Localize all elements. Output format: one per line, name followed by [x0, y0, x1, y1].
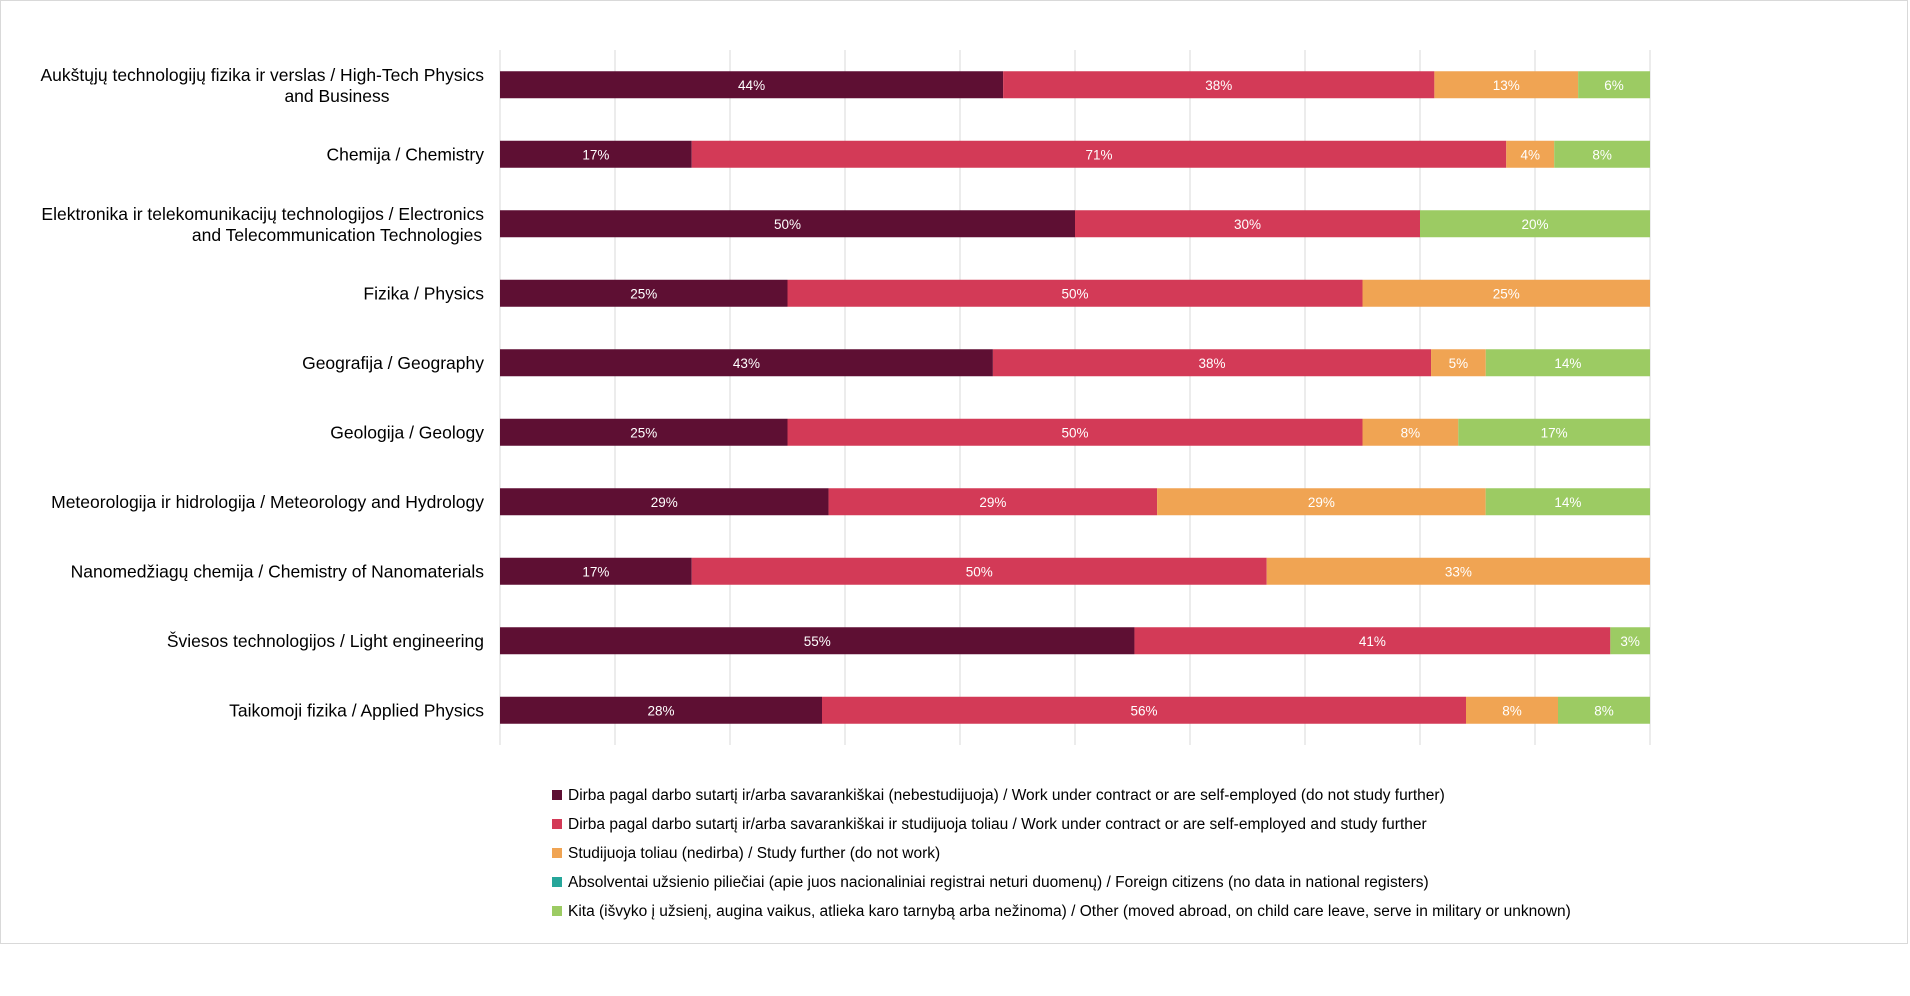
legend-label: Absolventai užsienio piliečiai (apie juo… — [568, 874, 1429, 891]
data-label: 20% — [1521, 217, 1548, 232]
category-label: Taikomoji fizika / Applied Physics — [229, 700, 484, 720]
bar-segment — [1420, 210, 1650, 238]
data-label: 17% — [582, 147, 609, 162]
data-label: 17% — [1541, 425, 1568, 440]
bar-segment — [1362, 279, 1650, 307]
data-label: 14% — [1554, 495, 1581, 510]
data-label: 17% — [582, 564, 609, 579]
legend: Dirba pagal darbo sutartį ir/arba savara… — [552, 787, 1571, 920]
bar-segment — [828, 488, 1158, 516]
data-label: 25% — [630, 425, 657, 440]
data-label: 4% — [1520, 147, 1540, 162]
bar-segment — [500, 488, 829, 516]
category-label: Geografija / Geography — [302, 353, 484, 373]
data-label: 3% — [1620, 634, 1640, 649]
legend-swatch — [552, 848, 562, 858]
data-label: 41% — [1359, 634, 1386, 649]
data-label: 38% — [1198, 356, 1225, 371]
bar-segment — [822, 696, 1466, 724]
bar-segment — [1610, 627, 1650, 655]
bar-segment — [1485, 349, 1650, 377]
category-label: Meteorologija ir hidrologija / Meteorolo… — [51, 492, 484, 512]
bar-segment — [1431, 349, 1486, 377]
bar-segment — [1075, 210, 1420, 238]
data-label: 38% — [1205, 78, 1232, 93]
category-label: Chemija / Chemistry — [326, 144, 484, 164]
data-label: 29% — [651, 495, 678, 510]
legend-label: Dirba pagal darbo sutartį ir/arba savara… — [568, 816, 1427, 833]
data-label: 13% — [1493, 78, 1520, 93]
legend-swatch — [552, 877, 562, 887]
bar-segment — [1003, 71, 1435, 99]
data-label: 71% — [1085, 147, 1112, 162]
bar-segment — [787, 418, 1363, 446]
data-label: 30% — [1234, 217, 1261, 232]
bar-segment — [500, 349, 993, 377]
bar-segment — [1506, 140, 1555, 168]
data-label: 8% — [1594, 703, 1614, 718]
legend-label: Kita (išvyko į užsienį, augina vaikus, a… — [568, 903, 1571, 920]
category-label: Šviesos technologijos / Light engineerin… — [167, 630, 484, 651]
category-label: Geologija / Geology — [330, 422, 484, 442]
bar-segment — [1157, 488, 1486, 516]
category-label: Nanomedžiagų chemija / Chemistry of Nano… — [71, 561, 485, 581]
bar-segment — [500, 140, 692, 168]
legend-label: Studijuoja toliau (nedirba) / Study furt… — [568, 845, 940, 862]
category-labels: Aukštųjų technologijų fizika ir verslas … — [40, 65, 484, 721]
bar-segment — [1266, 557, 1650, 585]
bar-segment — [500, 627, 1135, 655]
data-label: 14% — [1554, 356, 1581, 371]
bar-segment — [1458, 418, 1650, 446]
data-label: 8% — [1401, 425, 1421, 440]
bars: 44% 38% 13% 6% 17% 71% 4% 8% 50% 30% 20% 25% 50% 25% 4… — [500, 71, 1650, 724]
bar-segment — [500, 418, 788, 446]
bar-segment — [1554, 140, 1650, 168]
bar-segment — [992, 349, 1432, 377]
data-label: 25% — [630, 286, 657, 301]
category-label: Aukštųjų technologijų fizika ir verslas … — [40, 65, 484, 106]
legend-swatch — [552, 790, 562, 800]
data-label: 6% — [1604, 78, 1624, 93]
bar-segment — [1558, 696, 1650, 724]
bar-segment — [1485, 488, 1650, 516]
bar-segment — [691, 140, 1507, 168]
bar-segment — [1362, 418, 1459, 446]
bar-segment — [1578, 71, 1650, 99]
data-label: 50% — [1061, 286, 1088, 301]
bar-segment — [500, 71, 1004, 99]
bar-segment — [1434, 71, 1579, 99]
data-label: 44% — [738, 78, 765, 93]
data-label: 8% — [1502, 703, 1522, 718]
data-label: 8% — [1592, 147, 1612, 162]
bar-segment — [500, 696, 822, 724]
data-label: 25% — [1493, 286, 1520, 301]
data-label: 50% — [1061, 425, 1088, 440]
bar-segment — [500, 557, 692, 585]
data-label: 55% — [804, 634, 831, 649]
category-label: Elektronika ir telekomunikacijų technolo… — [41, 204, 484, 245]
legend-swatch — [552, 906, 562, 916]
data-label: 29% — [979, 495, 1006, 510]
bar-segment — [500, 279, 788, 307]
bar-segment — [691, 557, 1267, 585]
data-label: 28% — [647, 703, 674, 718]
data-label: 56% — [1130, 703, 1157, 718]
data-label: 33% — [1445, 564, 1472, 579]
bar-segment — [1134, 627, 1611, 655]
data-label: 50% — [774, 217, 801, 232]
bar-segment — [787, 279, 1363, 307]
legend-label: Dirba pagal darbo sutartį ir/arba savara… — [568, 787, 1445, 804]
data-label: 29% — [1308, 495, 1335, 510]
data-label: 5% — [1449, 356, 1469, 371]
data-label: 50% — [966, 564, 993, 579]
legend-swatch — [552, 819, 562, 829]
category-label: Fizika / Physics — [363, 283, 484, 303]
data-label: 43% — [733, 356, 760, 371]
bar-segment — [500, 210, 1075, 238]
bar-segment — [1466, 696, 1558, 724]
